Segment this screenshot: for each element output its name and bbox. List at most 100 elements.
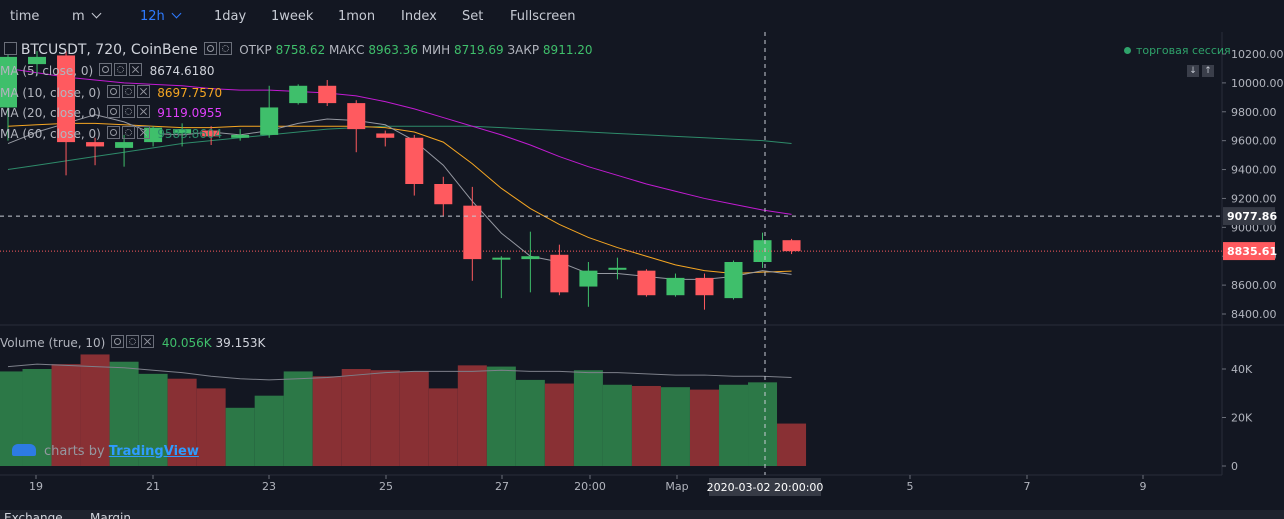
- candle-body: [115, 142, 134, 148]
- low-value: 8719.69: [453, 43, 504, 57]
- volume-bar: [660, 387, 690, 466]
- eye-icon[interactable]: [106, 105, 120, 118]
- interval-1day-button[interactable]: 1day: [214, 9, 247, 24]
- ma10-legend: MA (10, close, 0) 8697.7570: [0, 85, 222, 100]
- ma10-value: 8697.7570: [157, 86, 223, 100]
- gear-icon[interactable]: [121, 105, 135, 118]
- close-icon[interactable]: [136, 85, 150, 98]
- collapse-icon[interactable]: [4, 42, 17, 55]
- candle-body: [289, 85, 308, 104]
- candle-body: [492, 257, 511, 260]
- candle-body: [57, 55, 76, 143]
- candle-body: [405, 137, 424, 184]
- eye-icon[interactable]: [99, 63, 113, 76]
- crosshair-time-label: 2020-03-02 20:00:00: [707, 481, 824, 494]
- price-tick-label: 9600.00: [1231, 135, 1277, 148]
- eye-icon[interactable]: [111, 335, 125, 348]
- arrow-down-icon[interactable]: ↓: [1187, 65, 1199, 77]
- ma60-line: [7, 125, 792, 171]
- gear-icon[interactable]: [218, 42, 232, 55]
- volume-tick-label: 20K: [1231, 412, 1253, 425]
- candle-body: [608, 267, 627, 270]
- volume-bar: [602, 384, 632, 466]
- crosshair-price-label: 9077.86: [1227, 210, 1277, 223]
- volume-value: 40.056K: [161, 336, 212, 350]
- watermark-prefix: charts by: [44, 444, 105, 459]
- candle-body: [260, 107, 279, 135]
- time-tick-label: Мар: [665, 480, 688, 493]
- ma20-legend: MA (20, close, 0) 9119.0955: [0, 105, 222, 120]
- tab-margin[interactable]: Margin: [90, 511, 131, 519]
- gear-icon[interactable]: [121, 126, 135, 139]
- volume-bar: [341, 369, 371, 466]
- candle-body: [0, 56, 17, 108]
- eye-icon[interactable]: [106, 126, 120, 139]
- interval-1mon-button[interactable]: 1mon: [338, 9, 376, 24]
- candle-body: [231, 134, 250, 138]
- interval-12h-label: 12h: [140, 9, 165, 24]
- volume-bar: [428, 388, 458, 466]
- fullscreen-button[interactable]: Fullscreen: [510, 9, 576, 24]
- interval-minutes-dropdown[interactable]: m: [72, 0, 102, 32]
- chevron-down-icon: [171, 8, 182, 19]
- last-price-label: 8835.61: [1227, 245, 1277, 258]
- volume-bar: [544, 383, 574, 466]
- open-label: ОТКР: [239, 43, 272, 57]
- gear-icon[interactable]: [126, 335, 140, 348]
- tab-exchange[interactable]: Exchange: [4, 511, 63, 519]
- time-tick-label: 5: [907, 480, 914, 493]
- volume-bar: [457, 365, 487, 466]
- candle-body: [637, 270, 656, 296]
- time-tick-label: 25: [379, 480, 393, 493]
- symbol-legend: BTCUSDT, 720, CoinBene ОТКР 8758.62 МАКС…: [2, 42, 593, 58]
- interval-12h-dropdown[interactable]: 12h: [140, 0, 182, 32]
- price-tick-label: 10000.00: [1231, 77, 1284, 90]
- volume-bar: [80, 354, 110, 466]
- volume-bar: [631, 385, 661, 466]
- time-tick-label: 21: [146, 480, 160, 493]
- eye-icon[interactable]: [106, 85, 120, 98]
- candle-body: [695, 277, 714, 296]
- close-icon[interactable]: [136, 126, 150, 139]
- price-chart[interactable]: 8400.008600.008800.009000.009200.009400.…: [0, 32, 1284, 510]
- symbol-title: BTCUSDT, 720, CoinBene: [20, 42, 198, 58]
- high-value: 8963.36: [368, 43, 418, 57]
- price-tick-label: 8400.00: [1231, 308, 1277, 321]
- index-button[interactable]: Index: [401, 9, 437, 24]
- close-icon[interactable]: [129, 63, 143, 76]
- interval-1week-button[interactable]: 1week: [271, 9, 314, 24]
- volume-bar: [138, 373, 168, 466]
- candle-body: [202, 130, 221, 137]
- close-icon[interactable]: [141, 335, 155, 348]
- volume-legend: Volume (true, 10) 40.056K 39.153K: [0, 335, 265, 350]
- gear-icon[interactable]: [114, 63, 128, 76]
- ma20-value: 9119.0955: [157, 106, 223, 120]
- crosshair-time-badge: [709, 478, 821, 496]
- time-tick-label: 19: [29, 480, 43, 493]
- arrow-up-icon[interactable]: ↑: [1202, 65, 1214, 77]
- close-icon[interactable]: [136, 105, 150, 118]
- scale-arrows: ↓ ↑: [1187, 58, 1217, 77]
- low-label: МИН: [421, 43, 451, 57]
- chevron-down-icon: [91, 8, 102, 19]
- price-tick-label: 9400.00: [1231, 164, 1277, 177]
- cloud-icon: [12, 444, 36, 456]
- tradingview-link[interactable]: TradingView: [108, 444, 199, 459]
- time-tick-label: 27: [495, 480, 509, 493]
- crosshair-price-badge: [1223, 207, 1275, 226]
- candle-body: [434, 184, 453, 205]
- volume-bar: [196, 388, 226, 466]
- ma60-value: 9583.8604: [157, 127, 223, 141]
- time-tick-label: 23: [262, 480, 276, 493]
- ma5-value: 8674.6180: [149, 64, 215, 78]
- price-tick-label: 10200.00: [1231, 48, 1284, 61]
- tab-time[interactable]: time: [10, 9, 40, 24]
- settings-button[interactable]: Set: [462, 9, 484, 24]
- candle-body: [173, 129, 192, 134]
- eye-icon[interactable]: [203, 42, 217, 55]
- candle-body: [347, 103, 366, 130]
- gear-icon[interactable]: [121, 85, 135, 98]
- volume-bar: [283, 371, 313, 466]
- interval-minutes-label: m: [72, 9, 85, 24]
- close-label: ЗАКР: [507, 43, 540, 57]
